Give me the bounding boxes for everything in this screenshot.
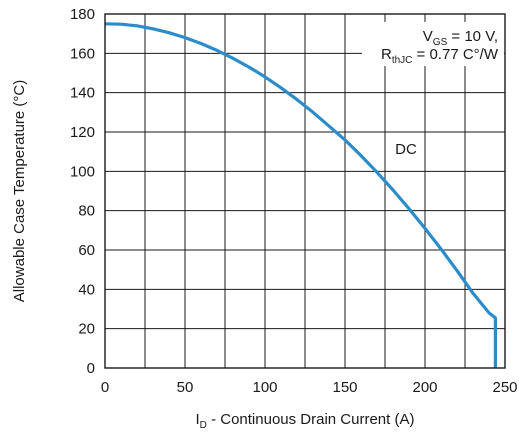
x-tick-label: 50 [177, 379, 194, 396]
y-tick-label: 100 [70, 163, 95, 180]
conditions-line-2: RthJC = 0.77 C°/W [381, 46, 499, 66]
conditions-line-1: VGS = 10 V, [423, 28, 498, 48]
y-axis-label: Allowable Case Temperature (°C) [11, 80, 28, 302]
x-tick-label: 0 [101, 379, 109, 396]
y-tick-label: 60 [78, 242, 95, 259]
y-tick-label: 40 [78, 281, 95, 298]
y-tick-label: 20 [78, 321, 95, 338]
dc-label-box [388, 136, 424, 160]
conditions-box [362, 22, 504, 66]
series-line-dc [104, 22, 497, 368]
x-tick-label: 250 [492, 379, 517, 396]
grid [105, 14, 505, 368]
tick-labels: 0 50 100 150 200 250 0 20 40 60 80 100 120 140 160 180 [70, 6, 518, 396]
y-tick-label: 0 [87, 360, 95, 377]
dc-curve-label: DC [395, 141, 417, 158]
series-layer [104, 22, 497, 368]
x-axis-label: ID - Continuous Drain Current (A) [196, 411, 415, 431]
x-tick-label: 200 [412, 379, 437, 396]
y-tick-label: 180 [70, 6, 95, 23]
y-tick-label: 160 [70, 45, 95, 62]
x-tick-label: 150 [332, 379, 357, 396]
y-tick-label: 140 [70, 85, 95, 102]
plot-frame [104, 13, 506, 369]
y-tick-label: 80 [78, 203, 95, 220]
y-tick-label: 120 [70, 124, 95, 141]
x-tick-label: 100 [252, 379, 277, 396]
